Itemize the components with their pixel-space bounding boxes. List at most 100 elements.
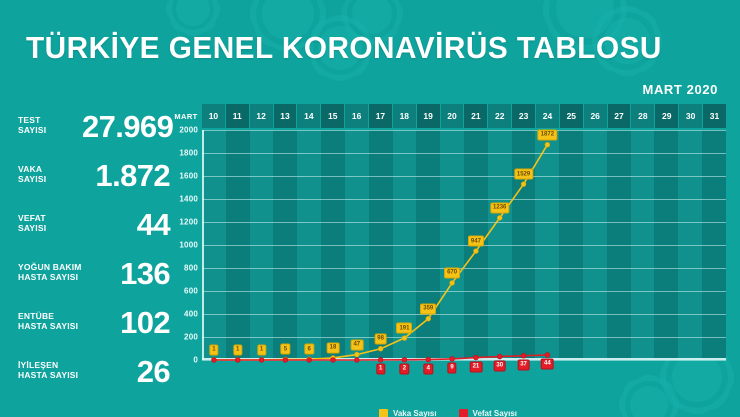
data-point-marker[interactable] (401, 335, 408, 341)
stat-row: YOĞUN BAKIM HASTA SAYISI 136 (18, 251, 171, 295)
data-point-label: 18 (326, 342, 340, 354)
data-point-label: 2 (399, 363, 410, 375)
plot-area: 0 200 400 600 800 1000 1200 1400 1600 1800 2000 1 1… (179, 126, 726, 375)
stat-row: TEST SAYISI 27.969 (18, 104, 174, 148)
stat-label-line1: VAKA (18, 164, 43, 175)
data-point-marker[interactable] (425, 316, 431, 322)
data-point-marker[interactable] (497, 353, 503, 360)
stat-label-line2: HASTA SAYISI (18, 370, 79, 380)
gridline (202, 245, 726, 246)
stat-label: ENTÜBE HASTA SAYISI (18, 312, 82, 331)
stat-label: YOĞUN BAKIM HASTA SAYISI (18, 263, 82, 282)
day-cell-23[interactable]: 23 (512, 104, 537, 128)
day-cell-15[interactable]: 15 (321, 104, 346, 128)
stat-label-line2: SAYISI (18, 125, 47, 135)
chart-legend: Vaka Sayısı Vefat Sayısı (170, 409, 726, 417)
data-point-label: 98 (374, 333, 387, 345)
stat-label: TEST SAYISI (18, 116, 82, 135)
y-axis-tick-label: 0 (193, 355, 198, 365)
stat-label: VEFAT SAYISI (18, 214, 82, 233)
data-point-marker[interactable] (425, 356, 431, 363)
day-cell-14[interactable]: 14 (297, 104, 322, 128)
data-point-marker[interactable] (520, 353, 527, 359)
stat-value: 26 (136, 353, 171, 389)
data-point-label: 9 (447, 362, 457, 374)
day-cell-16[interactable]: 16 (345, 104, 370, 128)
data-point-marker[interactable] (330, 357, 336, 363)
day-cell-17[interactable]: 17 (369, 104, 393, 128)
legend-item-deaths: Vefat Sayısı (458, 409, 518, 417)
gridline (202, 130, 726, 131)
data-point-marker[interactable] (306, 357, 312, 363)
y-axis-tick-label: 1000 (179, 240, 198, 250)
day-cell-19[interactable]: 19 (416, 104, 441, 128)
gridline (202, 314, 726, 315)
data-point-marker[interactable] (497, 215, 503, 221)
data-point-marker[interactable] (473, 354, 479, 361)
data-point-marker[interactable] (354, 351, 360, 358)
day-cell-13[interactable]: 13 (273, 104, 298, 128)
stat-row: ENTÜBE HASTA SAYISI 102 (18, 300, 171, 344)
day-cell-29[interactable]: 29 (655, 104, 680, 128)
day-cell-20[interactable]: 20 (440, 104, 465, 128)
data-point-marker[interactable] (235, 357, 241, 363)
data-point-marker[interactable] (377, 357, 384, 363)
data-point-label: 670 (444, 267, 461, 279)
gridline (202, 268, 726, 269)
stat-label-line1: TEST (18, 115, 41, 126)
stat-label-line2: HASTA SAYISI (18, 272, 79, 282)
day-cell-31[interactable]: 31 (703, 104, 726, 128)
data-point-marker[interactable] (544, 352, 551, 358)
stat-value: 1.872 (95, 157, 170, 193)
virus-icon (352, 0, 392, 34)
legend-item-cases: Vaka Sayısı (378, 409, 437, 417)
data-point-marker[interactable] (473, 248, 479, 254)
stat-row: VEFAT SAYISI 44 (18, 202, 171, 246)
day-cell-11[interactable]: 11 (225, 104, 250, 128)
data-point-label: 30 (493, 360, 507, 372)
day-cell-30[interactable]: 30 (679, 104, 704, 128)
stat-label-line1: VEFAT (18, 213, 46, 224)
data-point-marker[interactable] (282, 357, 289, 363)
day-cell-25[interactable]: 25 (559, 104, 584, 128)
data-point-marker[interactable] (449, 356, 455, 362)
data-point-marker[interactable] (544, 142, 551, 148)
data-point-label: 47 (350, 339, 364, 351)
day-cell-22[interactable]: 22 (488, 104, 513, 128)
day-cell-21[interactable]: 21 (464, 104, 489, 128)
statistics-panel: TEST SAYISI 27.969 VAKA SAYISI 1.872 VEFAT SAYI… (18, 104, 174, 398)
legend-swatch-cases (378, 409, 388, 417)
legend-label-deaths: Vefat Sayısı (472, 409, 518, 417)
day-cell-18[interactable]: 18 (392, 104, 417, 128)
data-point-marker[interactable] (211, 357, 217, 363)
day-cell-26[interactable]: 26 (583, 104, 608, 128)
stat-label-line1: İYİLEŞEN (18, 360, 59, 371)
data-point-label: 4 (423, 363, 433, 375)
data-point-marker[interactable] (258, 357, 265, 363)
chart-container: MART 2020 MART 10 11 12 13 14 15 16 17 18 19 20 21 2… (170, 82, 726, 417)
gridline (202, 176, 726, 177)
day-cell-28[interactable]: 28 (631, 104, 656, 128)
gridline (202, 222, 726, 223)
data-point-marker[interactable] (354, 357, 360, 363)
y-axis-tick-label: 2000 (179, 125, 198, 135)
day-cell-10[interactable]: 10 (202, 104, 226, 128)
stat-label: VAKA SAYISI (18, 165, 82, 184)
gridline (202, 337, 726, 338)
gridline (202, 153, 726, 154)
data-point-label: 21 (469, 361, 483, 373)
gridline (202, 199, 726, 200)
day-cell-24[interactable]: 24 (536, 104, 560, 128)
data-point-marker[interactable] (520, 181, 527, 187)
y-axis-tick-label: 200 (184, 332, 198, 342)
series-lines (211, 142, 551, 363)
data-point-marker[interactable] (449, 280, 455, 286)
stat-label-line2: SAYISI (18, 223, 47, 233)
data-point-marker[interactable] (377, 346, 384, 352)
series-line-cases (213, 144, 549, 361)
gridline (202, 360, 726, 361)
day-cell-27[interactable]: 27 (607, 104, 632, 128)
data-point-label: 1529 (513, 168, 534, 180)
data-point-marker[interactable] (401, 357, 408, 363)
day-cell-12[interactable]: 12 (249, 104, 274, 128)
